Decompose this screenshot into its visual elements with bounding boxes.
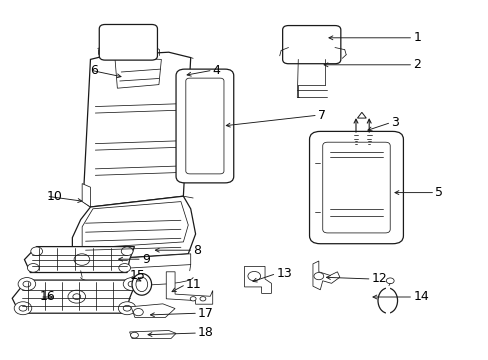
Text: 10: 10: [46, 190, 62, 203]
Circle shape: [194, 118, 215, 134]
Text: 2: 2: [412, 58, 420, 71]
FancyBboxPatch shape: [282, 26, 340, 64]
Circle shape: [27, 264, 39, 272]
Circle shape: [73, 294, 81, 300]
FancyBboxPatch shape: [176, 69, 233, 183]
Circle shape: [386, 278, 393, 284]
Circle shape: [201, 123, 208, 129]
Circle shape: [19, 305, 27, 311]
Circle shape: [68, 290, 85, 303]
Circle shape: [18, 278, 36, 291]
Text: 4: 4: [212, 64, 220, 77]
Text: 12: 12: [371, 273, 386, 285]
Polygon shape: [12, 280, 137, 313]
Circle shape: [197, 143, 212, 154]
Polygon shape: [244, 266, 271, 293]
Circle shape: [200, 297, 205, 301]
Ellipse shape: [136, 277, 147, 292]
Polygon shape: [82, 184, 90, 207]
Circle shape: [74, 254, 90, 265]
Polygon shape: [24, 247, 134, 273]
Circle shape: [31, 247, 42, 256]
Text: 16: 16: [40, 291, 56, 303]
Circle shape: [133, 309, 143, 316]
Polygon shape: [82, 202, 188, 248]
Polygon shape: [131, 304, 175, 318]
Polygon shape: [166, 272, 212, 304]
Polygon shape: [81, 254, 190, 271]
Circle shape: [313, 273, 323, 280]
Polygon shape: [357, 112, 366, 118]
Polygon shape: [72, 196, 195, 261]
FancyBboxPatch shape: [322, 142, 389, 233]
Circle shape: [123, 278, 141, 291]
Ellipse shape: [132, 274, 151, 295]
Circle shape: [194, 93, 215, 109]
Circle shape: [130, 332, 138, 338]
Circle shape: [190, 297, 196, 301]
Text: 15: 15: [129, 269, 145, 282]
Circle shape: [118, 302, 136, 315]
FancyBboxPatch shape: [185, 78, 224, 174]
Text: 18: 18: [198, 327, 213, 339]
Text: 9: 9: [142, 253, 149, 266]
Text: 13: 13: [276, 267, 291, 280]
Text: 6: 6: [90, 64, 98, 77]
Text: 17: 17: [198, 307, 213, 320]
Text: 8: 8: [193, 244, 201, 257]
Text: 5: 5: [434, 186, 442, 199]
Ellipse shape: [377, 288, 397, 313]
Circle shape: [123, 305, 131, 311]
Text: 7: 7: [317, 109, 325, 122]
Polygon shape: [312, 261, 339, 290]
Circle shape: [121, 247, 133, 256]
Circle shape: [119, 264, 130, 272]
Circle shape: [247, 271, 260, 281]
Text: 14: 14: [412, 291, 428, 303]
Circle shape: [128, 281, 136, 287]
Polygon shape: [129, 330, 176, 338]
Circle shape: [14, 302, 32, 315]
Polygon shape: [83, 52, 190, 207]
FancyBboxPatch shape: [99, 24, 157, 60]
Circle shape: [23, 281, 31, 287]
Polygon shape: [115, 58, 161, 88]
Text: 11: 11: [185, 278, 201, 291]
Text: 3: 3: [390, 116, 398, 129]
Circle shape: [201, 98, 208, 104]
Text: 1: 1: [412, 31, 420, 44]
FancyBboxPatch shape: [309, 131, 403, 244]
